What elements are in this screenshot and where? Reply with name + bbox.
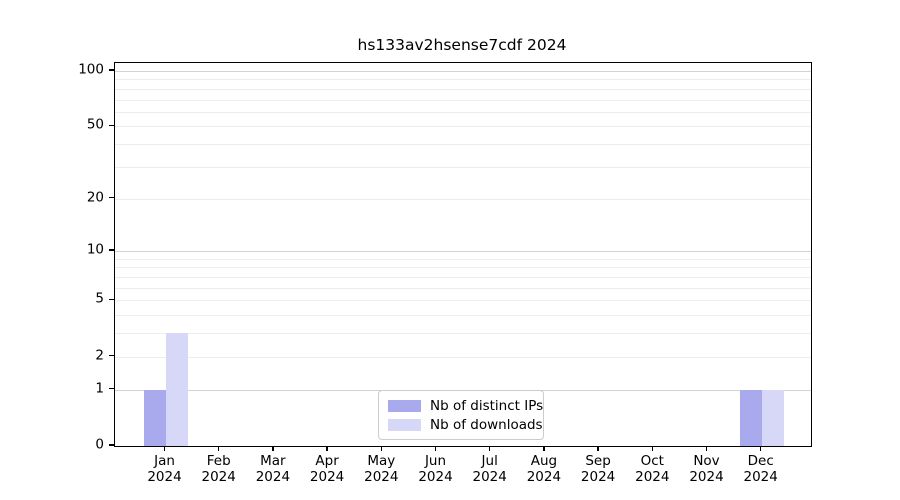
xtick-year: 2024	[201, 469, 236, 485]
xtick-label-jul: Jul 2024	[458, 453, 522, 485]
chart-title: hs133av2hsense7cdf 2024	[357, 36, 567, 54]
xtick-year: 2024	[526, 469, 562, 485]
xtick-mark-jul	[489, 446, 491, 451]
xtick-mark-mar	[272, 446, 274, 451]
gridline-minor-2	[115, 356, 811, 358]
xtick-mark-nov	[705, 446, 708, 451]
gridline-minor-50	[115, 126, 811, 128]
gridline-minor-60	[115, 111, 811, 113]
ytick-label-20: 20	[86, 188, 104, 205]
xtick-mark-may	[380, 446, 382, 451]
xtick-label-nov: Nov 2024	[675, 453, 739, 485]
legend-label-downloads: Nb of downloads	[430, 416, 543, 433]
gridline-minor-30	[115, 166, 811, 168]
xtick-mark-apr	[326, 446, 328, 451]
ytick-label-10: 10	[86, 241, 104, 258]
gridline-minor-9	[115, 258, 811, 260]
xtick-mark-jan	[163, 446, 166, 451]
legend: Nb of distinct IPs Nb of downloads	[378, 390, 544, 440]
ytick-label-0: 0	[95, 436, 104, 453]
xtick-mark-sep	[597, 446, 599, 451]
xtick-mark-dec	[760, 446, 762, 451]
ytick-mark-20	[109, 196, 114, 199]
ytick-mark-5	[109, 298, 114, 301]
bar-downloads-jan	[165, 333, 188, 446]
xtick-year: 2024	[743, 469, 778, 485]
xtick-label-sep: Sep 2024	[566, 453, 630, 485]
gridline-minor-3	[115, 333, 811, 335]
xtick-month: May	[367, 453, 396, 469]
xtick-month: Oct	[640, 453, 664, 469]
xtick-month: Feb	[206, 453, 231, 469]
legend-item-distinct-ips: Nb of distinct IPs	[388, 396, 543, 415]
xtick-mark-oct	[651, 446, 653, 451]
legend-swatch-downloads	[388, 418, 421, 431]
xtick-month: Mar	[260, 453, 286, 469]
xtick-month: Nov	[693, 453, 720, 469]
ytick-mark-100	[109, 69, 114, 71]
xtick-year: 2024	[635, 469, 670, 485]
gridline-minor-20	[115, 198, 811, 200]
ytick-mark-2	[109, 355, 114, 357]
xtick-label-aug: Aug 2024	[512, 453, 576, 485]
legend-label-distinct-ips: Nb of distinct IPs	[430, 397, 544, 414]
ytick-label-100: 100	[78, 61, 104, 78]
xtick-month: Jan	[154, 453, 175, 469]
ytick-mark-50	[109, 124, 114, 127]
legend-swatch-distinct-ips	[388, 399, 421, 412]
xtick-mark-aug	[543, 446, 545, 451]
gridline-minor-90	[115, 79, 811, 81]
gridline-major-100	[115, 70, 811, 72]
xtick-year: 2024	[472, 469, 507, 485]
xtick-label-dec: Dec 2024	[729, 453, 793, 485]
gridline-minor-40	[115, 144, 811, 146]
gridline-minor-6	[115, 287, 811, 289]
xtick-year: 2024	[580, 469, 616, 485]
plot-area	[114, 62, 812, 447]
xtick-label-jun: Jun 2024	[404, 453, 468, 485]
ytick-mark-1	[109, 387, 114, 390]
gridline-major-10	[115, 251, 811, 253]
xtick-month: Sep	[585, 453, 611, 469]
xtick-month: Dec	[747, 453, 774, 469]
gridline-minor-70	[115, 99, 811, 101]
xtick-month: Jun	[424, 453, 447, 469]
legend-item-downloads: Nb of downloads	[388, 415, 543, 434]
xtick-year: 2024	[418, 469, 453, 485]
xtick-label-may: May 2024	[349, 453, 413, 485]
xtick-label-feb: Feb 2024	[187, 453, 251, 485]
xtick-month: Apr	[315, 453, 339, 469]
xtick-label-oct: Oct 2024	[620, 453, 684, 485]
gridline-minor-4	[115, 315, 811, 317]
xtick-year: 2024	[309, 469, 345, 485]
bar-downloads-dec	[761, 389, 784, 446]
xtick-month: Jul	[481, 453, 498, 469]
xtick-year: 2024	[689, 469, 724, 485]
gridline-minor-8	[115, 267, 811, 269]
ytick-label-1: 1	[95, 379, 104, 396]
gridline-minor-7	[115, 277, 811, 279]
ytick-mark-10	[109, 249, 114, 251]
xtick-year: 2024	[364, 469, 399, 485]
xtick-label-jan: Jan 2024	[133, 453, 197, 485]
ytick-label-2: 2	[95, 346, 104, 363]
xtick-month: Aug	[530, 453, 558, 469]
xtick-year: 2024	[147, 469, 182, 485]
xtick-mark-feb	[218, 446, 220, 451]
gridline-minor-5	[115, 300, 811, 302]
xtick-label-mar: Mar 2024	[241, 453, 305, 485]
ytick-label-5: 5	[95, 290, 104, 307]
xtick-year: 2024	[255, 469, 291, 485]
xtick-label-apr: Apr 2024	[295, 453, 359, 485]
ytick-mark-0	[109, 444, 114, 446]
bar-distinct-ips-dec	[739, 389, 762, 446]
xtick-mark-jun	[434, 446, 437, 451]
gridline-minor-80	[115, 88, 811, 90]
ytick-label-50: 50	[86, 116, 104, 133]
bar-distinct-ips-jan	[143, 389, 166, 446]
